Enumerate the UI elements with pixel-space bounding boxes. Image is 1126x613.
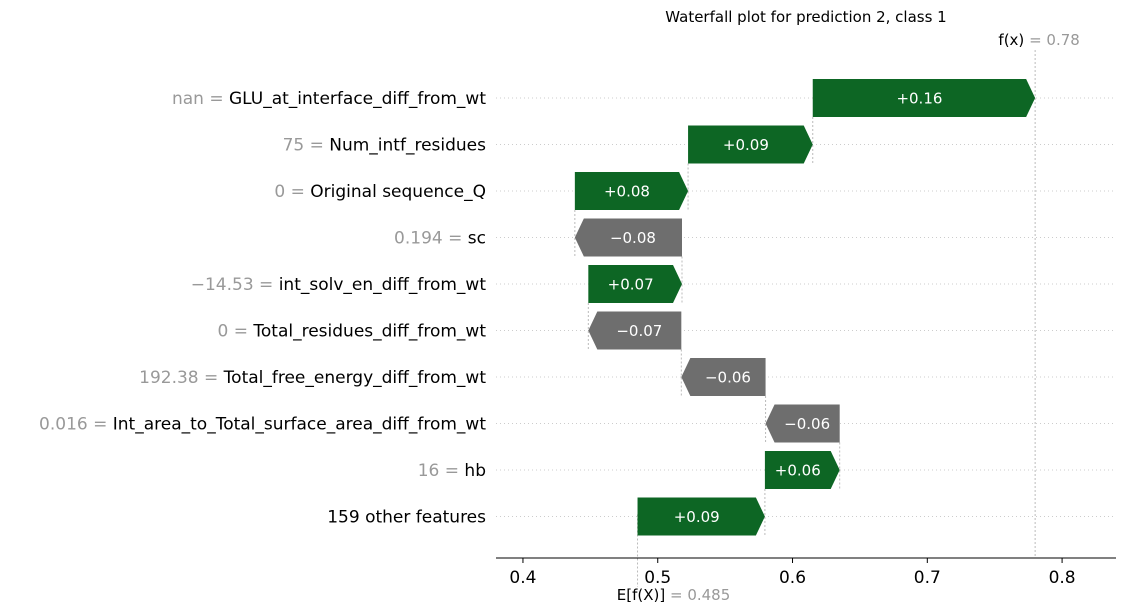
feature-name: 159 other features — [327, 508, 486, 528]
waterfall-bar — [574, 172, 689, 210]
waterfall-bar — [681, 358, 766, 396]
feature-label: 0 = Original sequence_Q — [274, 182, 486, 202]
base-value-annotation: E[f(X)] = 0.485 — [617, 586, 731, 604]
feature-value: 192.38 = — [139, 368, 224, 388]
bar-value-label: +0.08 — [604, 183, 650, 201]
waterfall-bar — [588, 265, 682, 303]
feature-name: int_solv_en_diff_from_wt — [279, 275, 487, 295]
waterfall-bar — [812, 79, 1036, 117]
feature-value: nan = — [172, 89, 229, 109]
feature-name: Total_residues_diff_from_wt — [252, 322, 486, 342]
x-tick-label: 0.8 — [1049, 568, 1076, 588]
x-tick-label: 0.5 — [644, 568, 671, 588]
feature-value: −14.53 = — [191, 275, 279, 295]
feature-label: 0.016 = Int_area_to_Total_surface_area_d… — [39, 415, 486, 435]
final-value-annotation: f(x) = 0.78 — [998, 31, 1079, 49]
feature-label: 0 = Total_residues_diff_from_wt — [218, 322, 487, 342]
feature-value: 16 = — [418, 461, 465, 481]
bar-value-label: +0.16 — [896, 90, 942, 108]
feature-label: 159 other features — [327, 508, 486, 528]
x-tick-label: 0.4 — [509, 568, 536, 588]
bar-value-label: +0.06 — [775, 462, 821, 480]
feature-name: Total_free_energy_diff_from_wt — [223, 368, 487, 388]
feature-value: 0.194 = — [394, 229, 468, 249]
feature-value: 0 = — [218, 322, 254, 342]
bar-value-label: +0.07 — [608, 276, 654, 294]
feature-label: 75 = Num_intf_residues — [283, 136, 487, 156]
feature-label: 192.38 = Total_free_energy_diff_from_wt — [139, 368, 486, 388]
chart-title: Waterfall plot for prediction 2, class 1 — [665, 8, 946, 26]
feature-label: nan = GLU_at_interface_diff_from_wt — [172, 89, 486, 109]
bars: +0.16 +0.09 +0.08 −0.08 +0.07 −0.07 −0.06 −0.06… — [574, 79, 1036, 536]
bar-value-label: +0.09 — [723, 136, 769, 154]
feature-name: Int_area_to_Total_surface_area_diff_from… — [113, 415, 487, 435]
x-tick-label: 0.6 — [779, 568, 806, 588]
waterfall-bar — [765, 404, 840, 443]
waterfall-bar — [574, 218, 682, 257]
feature-label: 0.194 = sc — [394, 229, 486, 249]
feature-value: 0.016 = — [39, 415, 113, 435]
bar-value-label: −0.06 — [784, 415, 830, 433]
feature-name: sc — [468, 229, 486, 249]
feature-name: Original sequence_Q — [310, 182, 486, 202]
feature-label: 16 = hb — [418, 461, 486, 481]
waterfall-bar — [588, 311, 682, 350]
base-value-number: = 0.485 — [670, 586, 730, 604]
waterfall-bar — [688, 125, 813, 164]
final-value-symbol: f(x) — [998, 31, 1029, 49]
bar-value-label: −0.08 — [610, 229, 656, 247]
x-tick-label: 0.7 — [914, 568, 941, 588]
feature-name: hb — [464, 461, 486, 481]
feature-value: 0 = — [274, 182, 310, 202]
waterfall-bar — [764, 451, 840, 489]
base-value-symbol: E[f(X)] — [617, 586, 670, 604]
feature-name: Num_intf_residues — [329, 136, 486, 156]
feature-labels: nan = GLU_at_interface_diff_from_wt 75 = … — [39, 89, 486, 528]
final-value-number: = 0.78 — [1029, 31, 1080, 49]
waterfall-bar — [637, 497, 765, 536]
feature-label: −14.53 = int_solv_en_diff_from_wt — [191, 275, 487, 295]
bar-value-label: −0.06 — [705, 369, 751, 387]
bar-value-label: +0.09 — [674, 508, 720, 526]
annotations: f(x) = 0.78 E[f(X)] = 0.485 — [617, 31, 1080, 604]
x-axis: 0.4 0.5 0.6 0.7 0.8 — [496, 557, 1116, 588]
feature-name: GLU_at_interface_diff_from_wt — [229, 89, 486, 109]
feature-value: 75 = — [283, 136, 330, 156]
bar-value-label: −0.07 — [616, 322, 662, 340]
